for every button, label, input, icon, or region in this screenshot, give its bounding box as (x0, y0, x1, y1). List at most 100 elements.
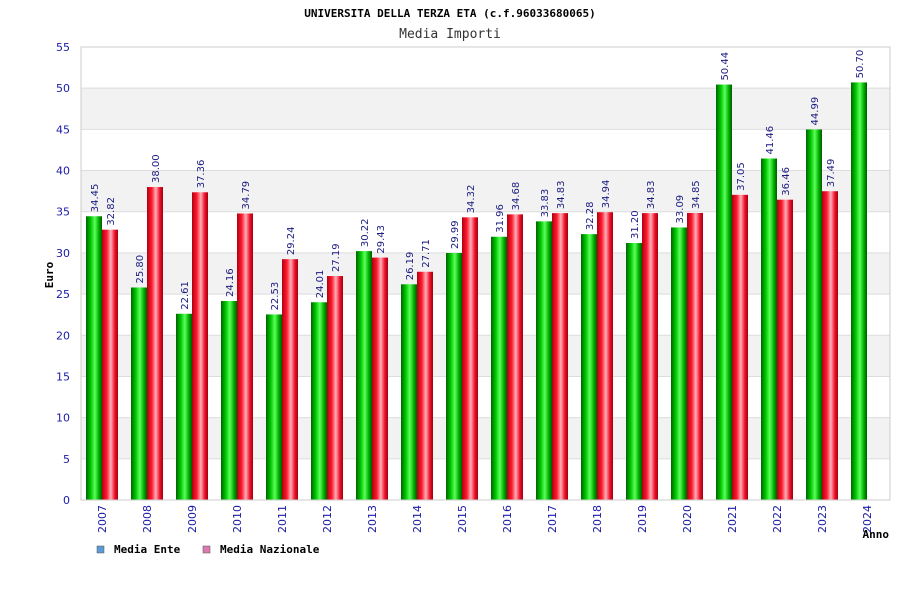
y-axis-label: Euro (43, 261, 56, 288)
x-tick-label: 2009 (186, 505, 199, 533)
y-tick-label: 30 (56, 247, 70, 260)
value-label: 24.16 (225, 268, 236, 297)
x-tick-label: 2015 (456, 505, 469, 533)
bar-media-nazionale-2021 (732, 194, 748, 501)
bar-media-ente-2012 (311, 302, 327, 500)
value-label: 34.85 (691, 180, 702, 209)
bar-media-ente-2015 (446, 252, 462, 500)
value-label: 29.99 (450, 220, 461, 249)
value-label: 34.45 (90, 184, 101, 213)
bar-media-ente-2022 (761, 158, 777, 500)
y-axis-ticks: 0 5 10 15 20 25 30 35 40 45 50 55 (56, 41, 70, 507)
value-label: 38.00 (151, 154, 162, 183)
bar-media-nazionale-2008 (147, 187, 163, 500)
x-axis-label: Anno (863, 528, 890, 541)
x-tick-label: 2022 (771, 505, 784, 533)
x-tick-label: 2018 (591, 505, 604, 533)
x-tick-label: 2017 (546, 505, 559, 533)
bar-media-ente-2009 (176, 313, 192, 500)
y-tick-label: 20 (56, 329, 70, 342)
value-label: 44.99 (810, 97, 821, 126)
grid-band (81, 170, 890, 212)
grid-band (81, 376, 890, 418)
bar-media-ente-2019 (626, 243, 642, 500)
bar-media-ente-2007 (86, 216, 102, 501)
x-tick-label: 2021 (726, 505, 739, 533)
legend-swatch-media-nazionale (202, 545, 211, 554)
value-label: 34.83 (556, 180, 567, 209)
x-tick-label: 2012 (321, 505, 334, 533)
x-tick-label: 2007 (96, 505, 109, 533)
bar-media-ente-2013 (356, 251, 372, 500)
y-tick-label: 40 (56, 165, 70, 178)
grid-bands (81, 46, 890, 501)
bar-media-ente-2010 (221, 301, 237, 500)
legend-swatch-media-ente (96, 545, 105, 554)
value-labels: 34.45 32.82 25.80 38.00 22.61 37.36 24.16 34.79… (90, 50, 866, 311)
value-label: 33.83 (540, 189, 551, 218)
value-label: 22.61 (180, 281, 191, 310)
bar-media-ente-2011 (266, 314, 282, 500)
chart-title: UNIVERSITA DELLA TERZA ETA (c.f.96033680… (304, 7, 595, 20)
value-label: 26.19 (405, 252, 416, 281)
value-label: 37.05 (736, 162, 747, 191)
bar-media-nazionale-2015 (462, 217, 478, 500)
y-tick-label: 50 (56, 82, 70, 95)
bars (86, 82, 867, 501)
bar-media-ente-2017 (536, 221, 552, 500)
y-tick-label: 10 (56, 412, 70, 425)
value-label: 34.94 (601, 180, 612, 209)
bar-media-ente-2020 (671, 227, 687, 500)
bar-media-ente-2018 (581, 234, 597, 500)
y-tick-label: 25 (56, 288, 70, 301)
bar-media-nazionale-2017 (552, 213, 568, 501)
bar-media-nazionale-2022 (777, 199, 793, 500)
grid-band (81, 211, 890, 253)
grid-band (81, 252, 890, 295)
bar-media-ente-2023 (806, 129, 822, 501)
legend: Media Ente Media Nazionale (96, 543, 320, 556)
value-label: 22.53 (270, 282, 281, 311)
x-tick-label: 2014 (411, 505, 424, 533)
grid-band (81, 88, 890, 130)
y-tick-label: 35 (56, 206, 70, 219)
value-label: 29.43 (376, 225, 387, 254)
value-label: 37.49 (826, 159, 837, 188)
y-tick-label: 5 (63, 453, 70, 466)
value-label: 34.83 (646, 180, 657, 209)
bar-media-ente-2016 (491, 236, 507, 501)
x-tick-label: 2008 (141, 505, 154, 533)
bar-media-nazionale-2007 (102, 229, 118, 500)
value-label: 30.22 (360, 218, 371, 247)
value-label: 36.46 (781, 167, 792, 196)
value-label: 32.82 (106, 197, 117, 226)
bar-media-nazionale-2014 (417, 271, 433, 500)
grid-band (81, 294, 890, 336)
y-tick-label: 15 (56, 370, 70, 383)
grid-band (81, 458, 890, 500)
grid-band (81, 47, 890, 89)
bar-media-nazionale-2012 (327, 276, 343, 500)
bar-media-ente-2021 (716, 84, 732, 501)
bar-media-nazionale-2016 (507, 214, 523, 500)
legend-label-media-nazionale: Media Nazionale (220, 543, 320, 556)
value-label: 24.01 (315, 270, 326, 299)
x-tick-label: 2020 (681, 505, 694, 533)
x-tick-label: 2013 (366, 505, 379, 533)
x-tick-label: 2016 (501, 505, 514, 533)
bar-media-nazionale-2023 (822, 191, 838, 500)
value-label: 31.96 (495, 204, 506, 233)
y-tick-label: 55 (56, 41, 70, 54)
grid-band (81, 417, 890, 459)
value-label: 50.44 (720, 52, 731, 81)
value-label: 31.20 (630, 210, 641, 239)
bar-media-ente-2014 (401, 284, 417, 500)
x-axis-ticks: 2007 2008 2009 2010 2011 2012 2013 2014 2015 2016… (96, 505, 874, 533)
bar-media-nazionale-2011 (282, 259, 298, 500)
bar-media-nazionale-2009 (192, 192, 208, 500)
value-label: 41.46 (765, 126, 776, 155)
bar-media-nazionale-2010 (237, 213, 253, 500)
bar-media-ente-2008 (131, 287, 147, 500)
bar-media-nazionale-2020 (687, 212, 703, 501)
plot-frame (80, 46, 891, 501)
